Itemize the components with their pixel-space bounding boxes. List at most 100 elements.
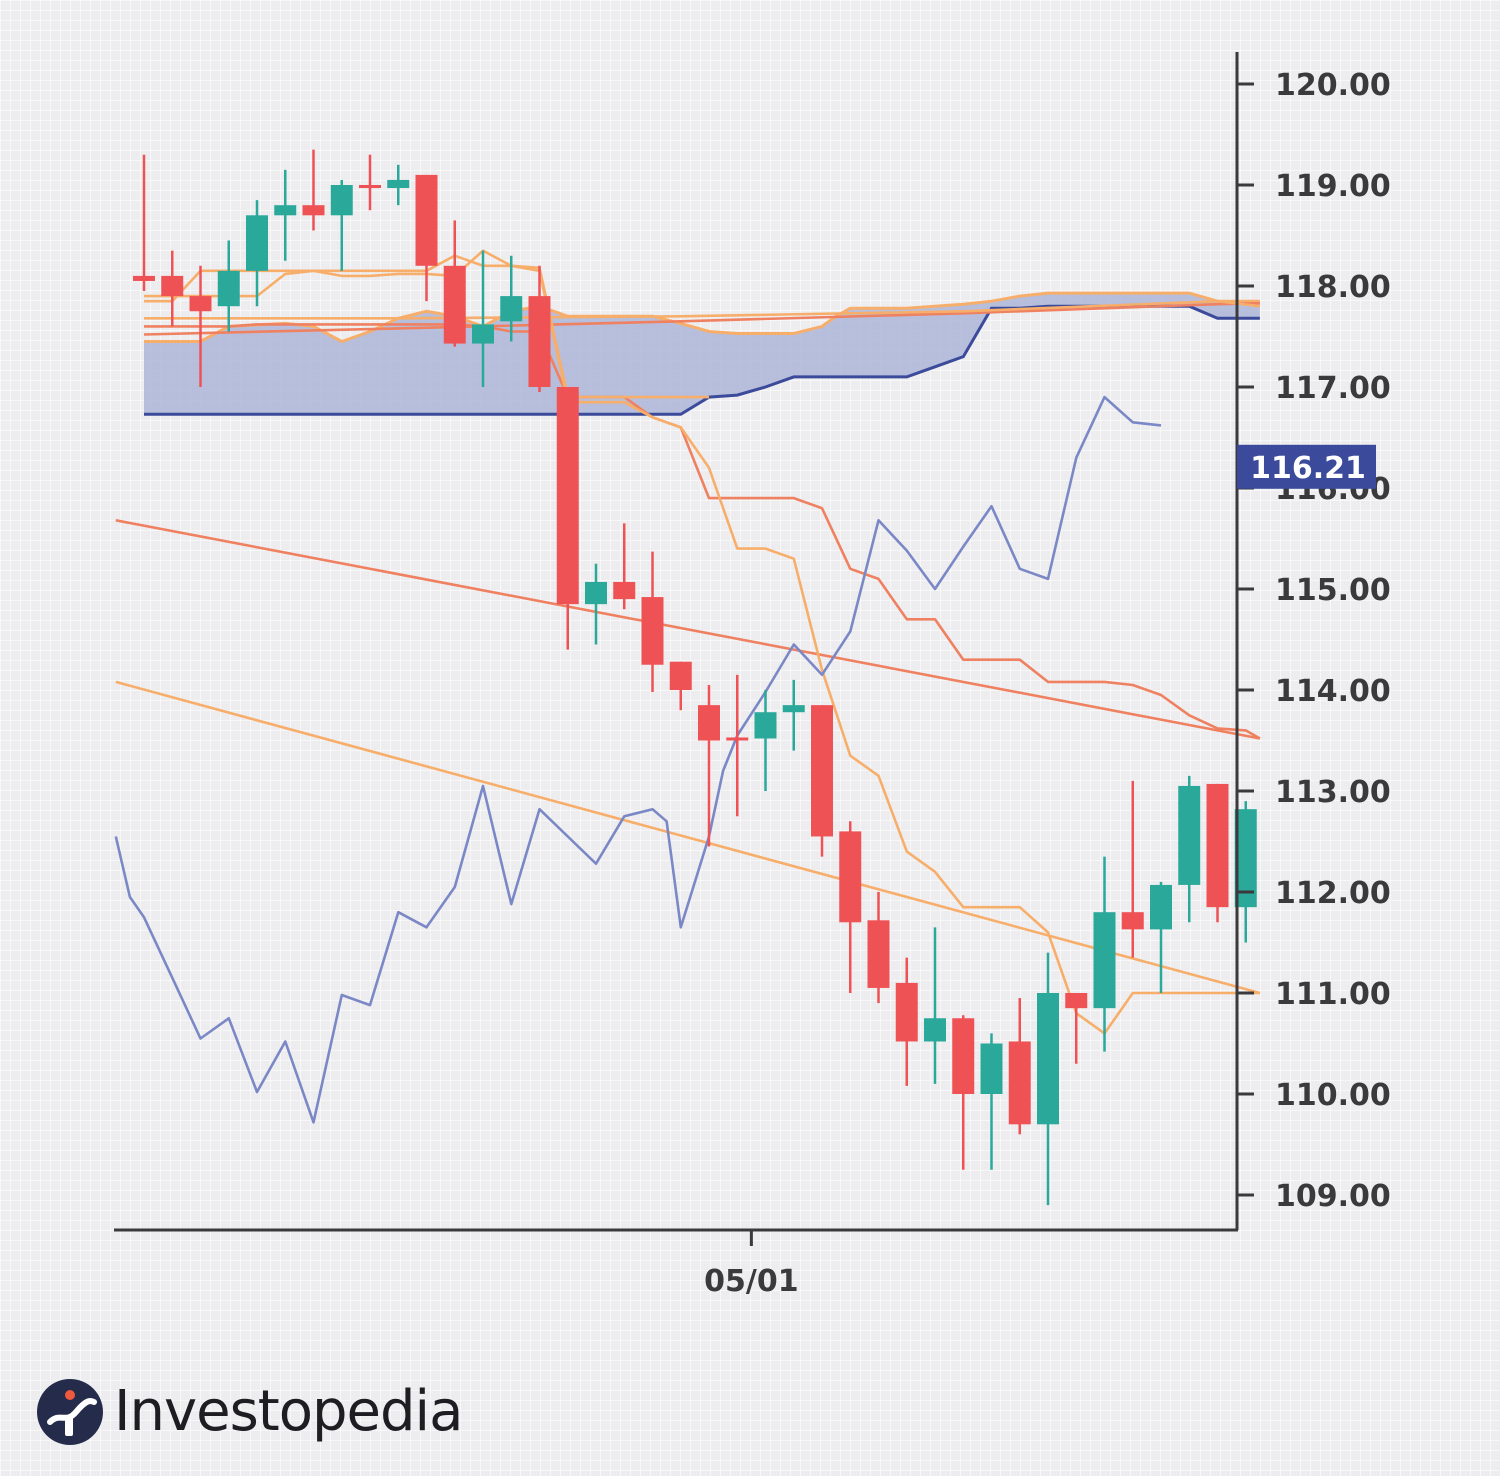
- candle: [980, 1033, 1003, 1170]
- candle-body: [726, 737, 749, 741]
- candle: [161, 250, 184, 327]
- y-tick-label: 118.00: [1275, 270, 1391, 305]
- candle: [1093, 856, 1116, 1052]
- investopedia-logo-icon: [37, 1379, 103, 1445]
- oscillator-line: [114, 395, 1162, 1124]
- candle: [246, 200, 268, 307]
- trend-line-upper: [115, 519, 1261, 740]
- candle: [1037, 952, 1059, 1206]
- y-tick-label: 119.00: [1275, 169, 1391, 204]
- candle-body: [415, 174, 438, 266]
- candle: [302, 149, 325, 231]
- candle: [472, 250, 494, 387]
- candle: [1008, 998, 1031, 1135]
- candle-body: [161, 275, 184, 297]
- candle-body: [811, 705, 833, 837]
- candle: [726, 674, 749, 817]
- candle: [641, 551, 664, 693]
- candle-body: [246, 215, 268, 271]
- candle-body: [1065, 993, 1088, 1009]
- candle: [952, 1015, 975, 1170]
- candle: [1150, 881, 1172, 993]
- candle: [359, 154, 381, 211]
- candle-body: [839, 831, 862, 923]
- candle-body: [952, 1018, 975, 1094]
- candle: [895, 957, 918, 1086]
- candle-body: [556, 387, 579, 605]
- candle-body: [782, 705, 805, 713]
- candle-body: [1093, 912, 1116, 1009]
- candle-body: [895, 982, 918, 1042]
- candle-body: [189, 296, 212, 312]
- candle-body: [500, 296, 523, 322]
- y-tick-label: 117.00: [1275, 371, 1391, 406]
- x-tick-label: 05/01: [704, 1264, 798, 1299]
- reference-line-b: [144, 299, 1261, 320]
- candle: [330, 179, 353, 271]
- candle-body: [613, 581, 636, 600]
- reference-line-a: [143, 301, 1260, 336]
- kijun-line: [144, 323, 1261, 740]
- candle-body: [528, 296, 551, 387]
- y-tick-label: 112.00: [1275, 876, 1391, 911]
- y-tick-label: 113.00: [1275, 775, 1391, 810]
- candle-body: [641, 597, 664, 665]
- candle-body: [330, 185, 353, 216]
- candle-body: [472, 324, 494, 344]
- candle: [1065, 993, 1088, 1064]
- y-axis-ticks: 120.00119.00118.00117.00116.00115.00114.…: [1237, 68, 1391, 1214]
- candle-body: [1206, 783, 1229, 908]
- candle: [839, 821, 862, 993]
- candle-body: [133, 275, 155, 281]
- candle-body: [1150, 884, 1172, 930]
- candle-body: [274, 205, 297, 216]
- candle: [415, 174, 438, 302]
- y-tick-label: 110.00: [1275, 1078, 1391, 1113]
- candle: [1121, 780, 1144, 958]
- last-price-badge: 116.21: [1237, 444, 1376, 489]
- candle: [217, 240, 240, 332]
- candle-body: [1037, 993, 1059, 1125]
- candle: [811, 705, 833, 857]
- y-tick-label: 120.00: [1275, 68, 1391, 103]
- candle-body: [359, 185, 381, 189]
- candle-body: [867, 920, 890, 988]
- candle-body: [585, 581, 607, 605]
- candle-body: [1178, 785, 1201, 885]
- candle-body: [443, 265, 466, 344]
- candle-body: [754, 712, 777, 739]
- brand-name: Investopedia: [114, 1379, 463, 1444]
- candle-body: [302, 205, 325, 216]
- candle: [613, 523, 636, 610]
- candle: [1178, 775, 1201, 923]
- candle-body: [980, 1043, 1003, 1094]
- candle: [133, 154, 155, 292]
- y-tick-label: 115.00: [1275, 573, 1391, 608]
- candle: [528, 265, 551, 393]
- candle-body: [1121, 912, 1144, 930]
- tenkan-line: [144, 254, 1260, 1035]
- candle-body: [1234, 809, 1257, 908]
- candle: [1234, 801, 1257, 943]
- y-tick-label: 114.00: [1275, 674, 1391, 709]
- last-price-badge-bg: [1237, 444, 1376, 489]
- candle-body: [669, 661, 692, 690]
- y-tick-label: 111.00: [1275, 977, 1391, 1012]
- candle-body: [217, 270, 240, 307]
- brand-watermark: Investopedia: [36, 1374, 463, 1450]
- candle: [189, 265, 212, 387]
- candle: [556, 387, 579, 650]
- candle-body: [924, 1018, 946, 1042]
- indicator-lines: [114, 249, 1261, 1124]
- x-axis-tick: 05/01: [704, 1230, 799, 1299]
- candle-body: [1008, 1041, 1031, 1125]
- candle: [754, 690, 777, 791]
- candle: [782, 679, 805, 751]
- candle-body: [698, 705, 720, 741]
- y-tick-label: 109.00: [1275, 1179, 1391, 1214]
- candle: [500, 255, 523, 342]
- candle: [924, 927, 946, 1084]
- candle: [443, 220, 466, 347]
- candle: [669, 661, 692, 711]
